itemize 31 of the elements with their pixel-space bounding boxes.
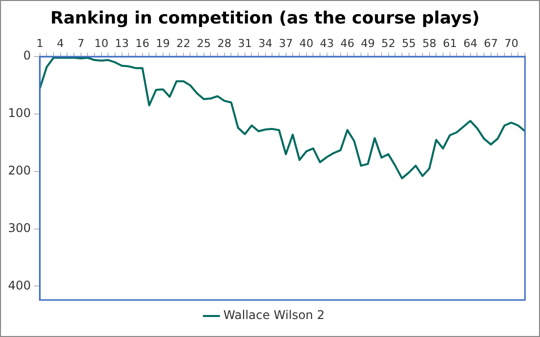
x-tick-label: 10 (94, 36, 108, 50)
y-tick-label: 300 (8, 220, 31, 235)
x-tick-label: 37 (278, 36, 293, 50)
x-tick-label: 13 (114, 36, 129, 50)
chart-title: Ranking in competition (as the course plays) (50, 8, 480, 29)
x-tick-label: 43 (320, 36, 334, 50)
x-tick-label: 4 (56, 36, 64, 50)
x-tick-label: 19 (156, 36, 170, 50)
y-tick-label: 0 (23, 48, 31, 63)
x-tick-label: 55 (402, 36, 416, 50)
x-tick-label: 7 (77, 36, 84, 50)
x-tick-label: 46 (340, 36, 354, 50)
y-tick-label: 100 (8, 106, 31, 120)
x-tick-label: 34 (258, 36, 272, 50)
x-tick-label: 28 (217, 36, 232, 50)
x-tick-label: 67 (484, 36, 498, 50)
x-tick-label: 61 (442, 36, 457, 50)
x-tick-label: 58 (422, 36, 436, 50)
x-tick-label: 22 (176, 36, 190, 50)
x-tick-label: 31 (238, 36, 252, 50)
x-tick-label: 1 (36, 36, 44, 50)
legend-label: Wallace Wilson 2 (223, 308, 325, 322)
x-tick-label: 25 (196, 36, 211, 50)
x-tick-label: 16 (135, 36, 150, 50)
x-tick-label: 52 (381, 36, 396, 50)
x-tick-label: 70 (504, 36, 518, 50)
x-tick-label: 64 (463, 36, 478, 50)
y-tick-label: 400 (8, 278, 31, 292)
y-tick-label: 200 (8, 164, 31, 178)
x-tick-label: 49 (360, 36, 375, 50)
x-tick-label: 40 (299, 36, 314, 50)
